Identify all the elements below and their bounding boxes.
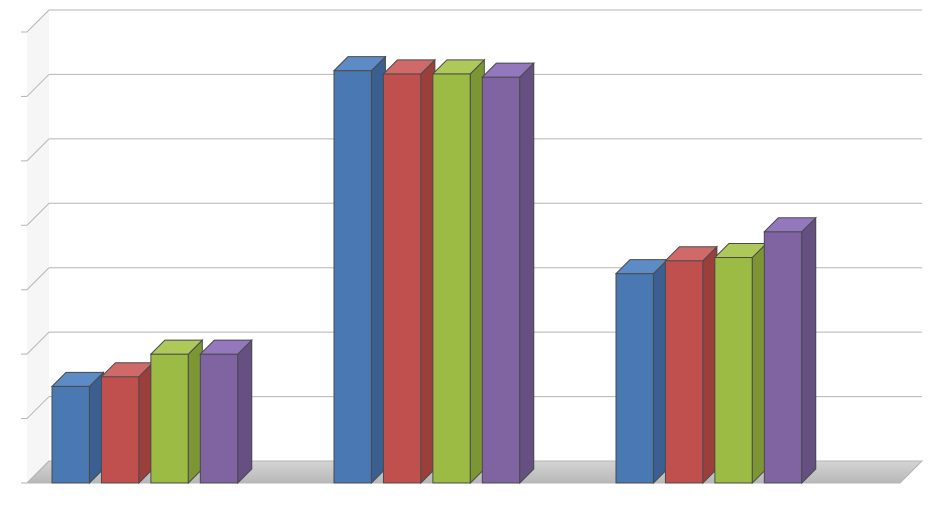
bar (200, 340, 251, 483)
bar (52, 372, 103, 483)
bar (101, 363, 152, 483)
bar (764, 218, 815, 483)
bar (151, 340, 202, 483)
bar (383, 60, 434, 483)
chart-side-wall (27, 10, 49, 483)
bar (715, 244, 766, 484)
bar (665, 247, 716, 483)
chart-canvas (0, 0, 946, 516)
bar-chart (0, 0, 946, 516)
bar (433, 60, 484, 483)
bar (334, 57, 385, 483)
bar (482, 63, 533, 483)
bar (616, 260, 667, 483)
